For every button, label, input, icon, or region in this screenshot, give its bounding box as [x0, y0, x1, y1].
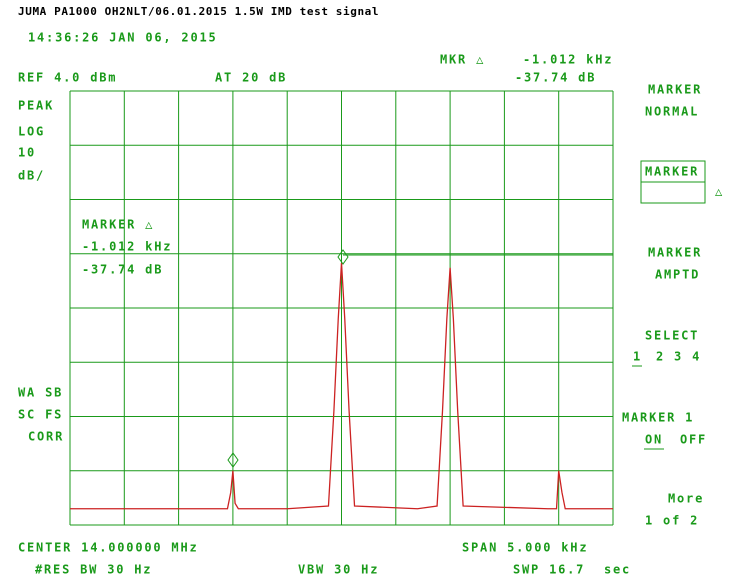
softkey[interactable]: MARKER △	[640, 160, 724, 204]
marker-box-text: -1.012 kHz	[82, 240, 172, 254]
softkey-option[interactable]: ON	[645, 433, 663, 447]
center-frequency: CENTER 14.000000 MHz	[18, 541, 199, 555]
resolution-bandwidth: #RES BW 30 Hz	[35, 563, 152, 577]
softkey-label[interactable]: SELECT	[645, 329, 699, 343]
marker-freq: -1.012 kHz	[523, 53, 613, 67]
marker-diamond	[337, 249, 349, 265]
left-label: LOG	[18, 125, 45, 139]
left-label: dB/	[18, 169, 45, 183]
softkey-option[interactable]: OFF	[680, 433, 707, 447]
softkey-label[interactable]: △	[715, 185, 724, 199]
softkey[interactable]: MARKER AMPTD	[648, 246, 702, 282]
marker-box-text: -37.74 dB	[82, 263, 163, 277]
left-label: PEAK	[18, 99, 54, 113]
softkey[interactable]: SELECT 1 2 3 4	[632, 329, 701, 367]
softkey-label[interactable]: MARKER	[648, 246, 702, 260]
video-bandwidth: VBW 30 Hz	[298, 563, 379, 577]
attenuation: AT 20 dB	[215, 71, 287, 85]
softkey-label[interactable]: More	[668, 492, 704, 506]
trace	[70, 262, 613, 510]
softkey[interactable]: More 1 of 2	[645, 492, 704, 528]
span: SPAN 5.000 kHz	[462, 541, 588, 555]
softkey-option[interactable]: 2 3 4	[656, 350, 701, 364]
left-label: CORR	[28, 430, 64, 444]
sweep-time: SWP 16.7	[513, 563, 585, 577]
softkey-label[interactable]: MARKER	[645, 165, 699, 179]
left-label: WA SB	[18, 386, 63, 400]
title: JUMA PA1000 OH2NLT/06.01.2015 1.5W IMD t…	[18, 5, 379, 18]
marker-diamond	[227, 452, 239, 468]
graticule	[69, 90, 614, 526]
sweep-unit: sec	[604, 563, 631, 577]
timestamp: 14:36:26 JAN 06, 2015	[28, 31, 218, 45]
softkey[interactable]: MARKER NORMAL	[645, 83, 702, 119]
left-label: 10	[18, 146, 36, 160]
softkey-label[interactable]: 1 of 2	[645, 514, 699, 528]
marker-level: -37.74 dB	[515, 71, 596, 85]
softkey-label[interactable]: MARKER 1	[622, 411, 694, 425]
softkey-label[interactable]: MARKER	[648, 83, 702, 97]
softkey-option[interactable]: 1	[633, 350, 642, 364]
left-label: SC FS	[18, 408, 63, 422]
ref-level: REF 4.0 dBm	[18, 71, 117, 85]
softkey-label[interactable]: NORMAL	[645, 105, 699, 119]
marker-label: MKR △	[440, 53, 485, 67]
softkey-label[interactable]: AMPTD	[655, 268, 700, 282]
softkey[interactable]: MARKER 1 ON OFF	[622, 411, 707, 450]
marker-box-text: MARKER △	[82, 218, 154, 232]
